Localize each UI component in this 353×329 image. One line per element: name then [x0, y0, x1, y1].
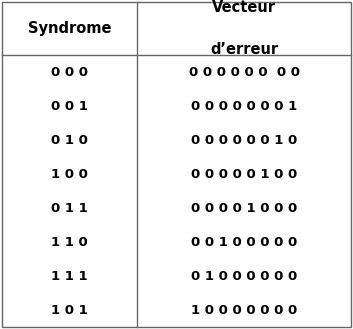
- Text: 0 0 1: 0 0 1: [51, 100, 88, 113]
- Text: 0 0 0 0 0 0  0 0: 0 0 0 0 0 0 0 0: [189, 66, 300, 79]
- Text: 0 0 0 0 0 1 0 0: 0 0 0 0 0 1 0 0: [191, 168, 298, 181]
- Text: Vecteur

d’erreur: Vecteur d’erreur: [210, 0, 279, 57]
- Text: 0 0 1 0 0 0 0 0: 0 0 1 0 0 0 0 0: [191, 236, 298, 249]
- Text: 1 0 0 0 0 0 0 0: 1 0 0 0 0 0 0 0: [191, 304, 298, 317]
- Text: 1 0 0: 1 0 0: [51, 168, 88, 181]
- Text: 0 1 0 0 0 0 0 0: 0 1 0 0 0 0 0 0: [191, 270, 298, 283]
- Text: 0 0 0 0 0 0 0 1: 0 0 0 0 0 0 0 1: [191, 100, 298, 113]
- Text: 0 1 0: 0 1 0: [51, 134, 88, 147]
- Text: 0 1 1: 0 1 1: [51, 202, 88, 215]
- Text: Syndrome: Syndrome: [28, 21, 111, 36]
- Text: 1 1 0: 1 1 0: [51, 236, 88, 249]
- Text: 0 0 0 0 0 0 1 0: 0 0 0 0 0 0 1 0: [191, 134, 298, 147]
- Text: 1 0 1: 1 0 1: [51, 304, 88, 317]
- Text: 0 0 0 0 1 0 0 0: 0 0 0 0 1 0 0 0: [191, 202, 298, 215]
- Text: 1 1 1: 1 1 1: [51, 270, 88, 283]
- Text: 0 0 0: 0 0 0: [51, 66, 88, 79]
